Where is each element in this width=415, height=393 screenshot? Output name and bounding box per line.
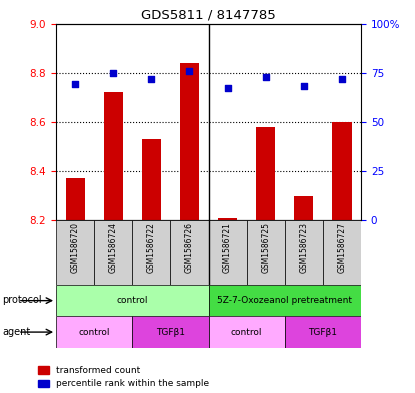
Text: control: control <box>78 328 110 336</box>
Text: control: control <box>231 328 262 336</box>
Bar <box>323 220 361 285</box>
Bar <box>247 220 285 285</box>
Text: GSM1586727: GSM1586727 <box>337 222 347 273</box>
Text: protocol: protocol <box>2 295 42 305</box>
Text: TGFβ1: TGFβ1 <box>156 328 185 336</box>
Text: agent: agent <box>2 327 30 337</box>
Bar <box>180 63 199 220</box>
Bar <box>285 220 323 285</box>
Text: control: control <box>117 296 148 305</box>
Bar <box>332 122 352 220</box>
Text: 5Z-7-Oxozeanol pretreatment: 5Z-7-Oxozeanol pretreatment <box>217 296 352 305</box>
Bar <box>56 316 132 348</box>
Bar <box>132 220 171 285</box>
Text: TGFβ1: TGFβ1 <box>308 328 337 336</box>
Legend: transformed count, percentile rank within the sample: transformed count, percentile rank withi… <box>38 366 209 389</box>
Point <box>110 70 117 76</box>
Bar <box>132 316 209 348</box>
Bar <box>56 220 94 285</box>
Text: GSM1586725: GSM1586725 <box>261 222 270 273</box>
Point <box>224 85 231 92</box>
Bar <box>209 285 361 316</box>
Bar <box>209 316 285 348</box>
Bar <box>142 139 161 220</box>
Point <box>339 75 345 82</box>
Bar <box>256 127 275 220</box>
Bar <box>171 220 209 285</box>
Text: GSM1586723: GSM1586723 <box>299 222 308 273</box>
Bar <box>56 285 209 316</box>
Point <box>300 83 307 90</box>
Bar <box>218 218 237 220</box>
Bar <box>294 195 313 220</box>
Text: GSM1586726: GSM1586726 <box>185 222 194 273</box>
Text: GSM1586722: GSM1586722 <box>147 222 156 273</box>
Point <box>186 68 193 74</box>
Text: GSM1586721: GSM1586721 <box>223 222 232 273</box>
Text: GSM1586724: GSM1586724 <box>109 222 118 273</box>
Point <box>148 75 155 82</box>
Bar <box>94 220 132 285</box>
Text: GSM1586720: GSM1586720 <box>71 222 80 273</box>
Bar <box>66 178 85 220</box>
Point <box>72 81 78 88</box>
Point <box>262 73 269 80</box>
Bar <box>209 220 247 285</box>
Title: GDS5811 / 8147785: GDS5811 / 8147785 <box>141 8 276 21</box>
Bar <box>104 92 123 220</box>
Bar <box>285 316 361 348</box>
